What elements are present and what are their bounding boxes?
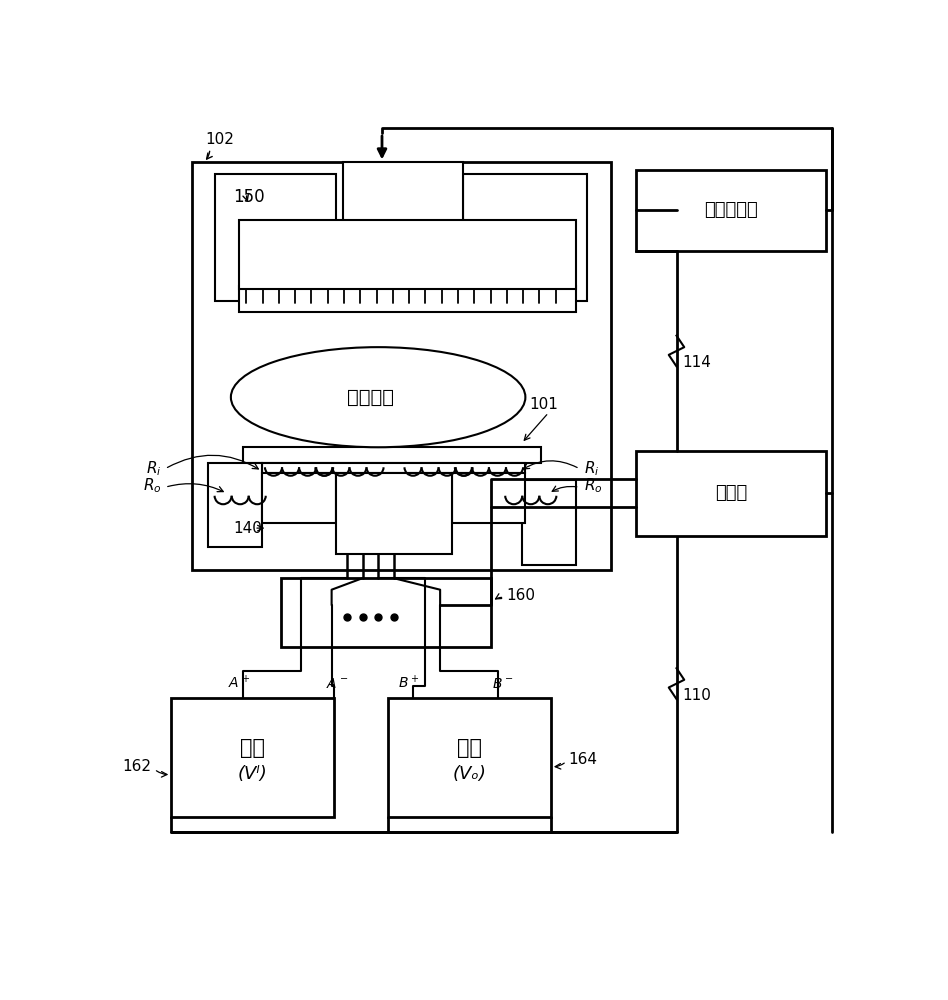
Bar: [192, 162, 611, 570]
Text: 164: 164: [568, 752, 597, 767]
Bar: [239, 220, 575, 289]
Bar: [243, 447, 541, 463]
Text: $A^-$: $A^-$: [326, 677, 348, 691]
Text: $R_i$: $R_i$: [146, 459, 161, 478]
Text: $B^+$: $B^+$: [397, 674, 419, 691]
Bar: [336, 473, 452, 554]
Bar: [452, 473, 525, 523]
Text: 150: 150: [233, 188, 264, 206]
Text: 等离子体: 等离子体: [347, 388, 393, 407]
Text: 电源: 电源: [457, 738, 483, 758]
Text: 114: 114: [683, 355, 712, 370]
Text: $R_i$: $R_i$: [584, 459, 599, 478]
Bar: [343, 162, 464, 224]
Bar: [282, 578, 490, 647]
Text: 电源: 电源: [240, 738, 265, 758]
Text: $B^-$: $B^-$: [492, 677, 514, 691]
Bar: [172, 698, 334, 817]
Text: 162: 162: [122, 759, 151, 774]
Text: 101: 101: [529, 397, 558, 412]
Text: 控制器: 控制器: [715, 484, 747, 502]
Text: (Vᴵ): (Vᴵ): [238, 765, 267, 783]
Ellipse shape: [231, 347, 525, 447]
Bar: [208, 463, 262, 547]
Text: 140: 140: [233, 521, 262, 536]
Bar: [388, 698, 551, 817]
Bar: [521, 480, 575, 565]
Text: $R_o$: $R_o$: [584, 476, 602, 495]
Text: 气体供应源: 气体供应源: [703, 201, 757, 219]
Bar: [636, 451, 826, 536]
Text: $A^+$: $A^+$: [228, 674, 249, 691]
Text: 110: 110: [683, 688, 712, 703]
Bar: [262, 463, 525, 473]
Text: 160: 160: [506, 588, 535, 603]
Bar: [239, 286, 575, 312]
Bar: [215, 174, 336, 301]
Text: (Vₒ): (Vₒ): [452, 765, 486, 783]
Bar: [464, 174, 588, 301]
Bar: [262, 473, 336, 523]
Text: 102: 102: [206, 132, 234, 147]
Bar: [636, 170, 826, 251]
Text: $R_o$: $R_o$: [142, 476, 161, 495]
